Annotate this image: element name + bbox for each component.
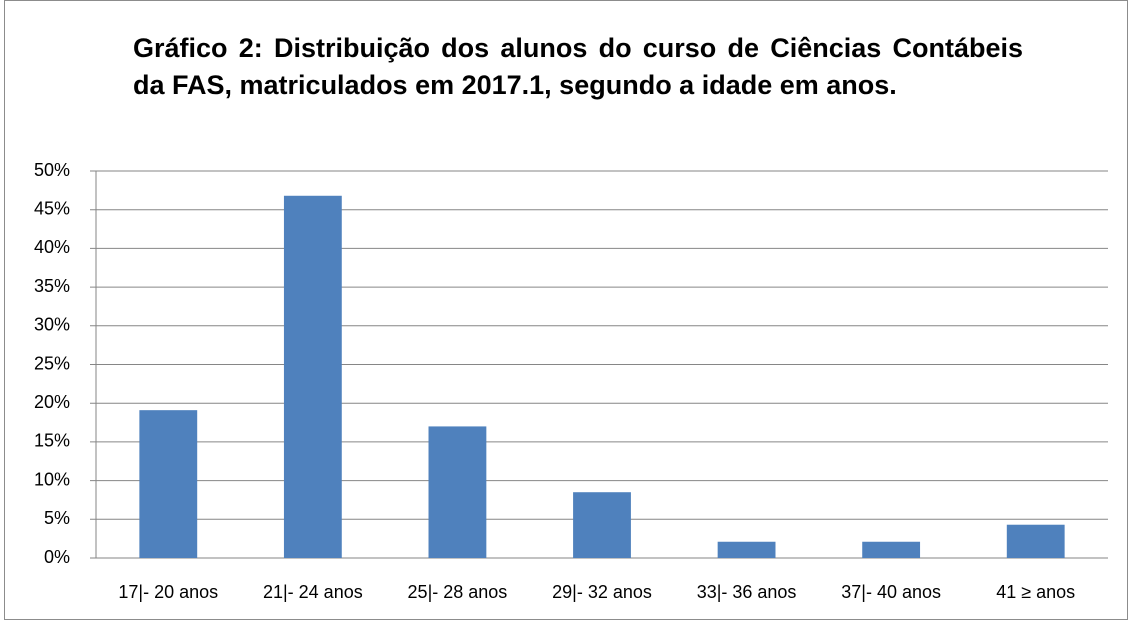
y-tick-label: 25%	[34, 353, 70, 373]
bar	[717, 541, 776, 558]
bar	[573, 492, 631, 558]
y-tick-label: 40%	[34, 237, 70, 257]
x-tick-label: 21|- 24 anos	[263, 582, 363, 602]
chart-border	[4, 0, 1128, 620]
x-tick-label: 41 ≥ anos	[996, 582, 1075, 602]
bar	[283, 195, 342, 558]
y-tick-label: 50%	[34, 160, 70, 180]
bar	[1006, 524, 1065, 558]
y-tick-label: 45%	[34, 198, 70, 218]
y-tick-label: 20%	[34, 392, 70, 412]
y-tick-label: 15%	[34, 431, 70, 451]
x-tick-label: 33|- 36 anos	[697, 582, 797, 602]
bar	[428, 426, 487, 558]
y-tick-label: 10%	[34, 469, 70, 489]
y-tick-label: 0%	[44, 547, 70, 567]
x-tick-label: 37|- 40 anos	[841, 582, 941, 602]
x-tick-label: 29|- 32 anos	[552, 582, 652, 602]
y-tick-label: 5%	[44, 508, 70, 528]
y-tick-label: 35%	[34, 276, 70, 296]
x-tick-label: 17|- 20 anos	[118, 582, 218, 602]
bar	[862, 541, 921, 558]
y-tick-label: 30%	[34, 315, 70, 335]
x-tick-label: 25|- 28 anos	[408, 582, 508, 602]
chart-title: Gráfico 2: Distribuição dos alunos do cu…	[133, 33, 1023, 100]
bar	[139, 410, 198, 558]
